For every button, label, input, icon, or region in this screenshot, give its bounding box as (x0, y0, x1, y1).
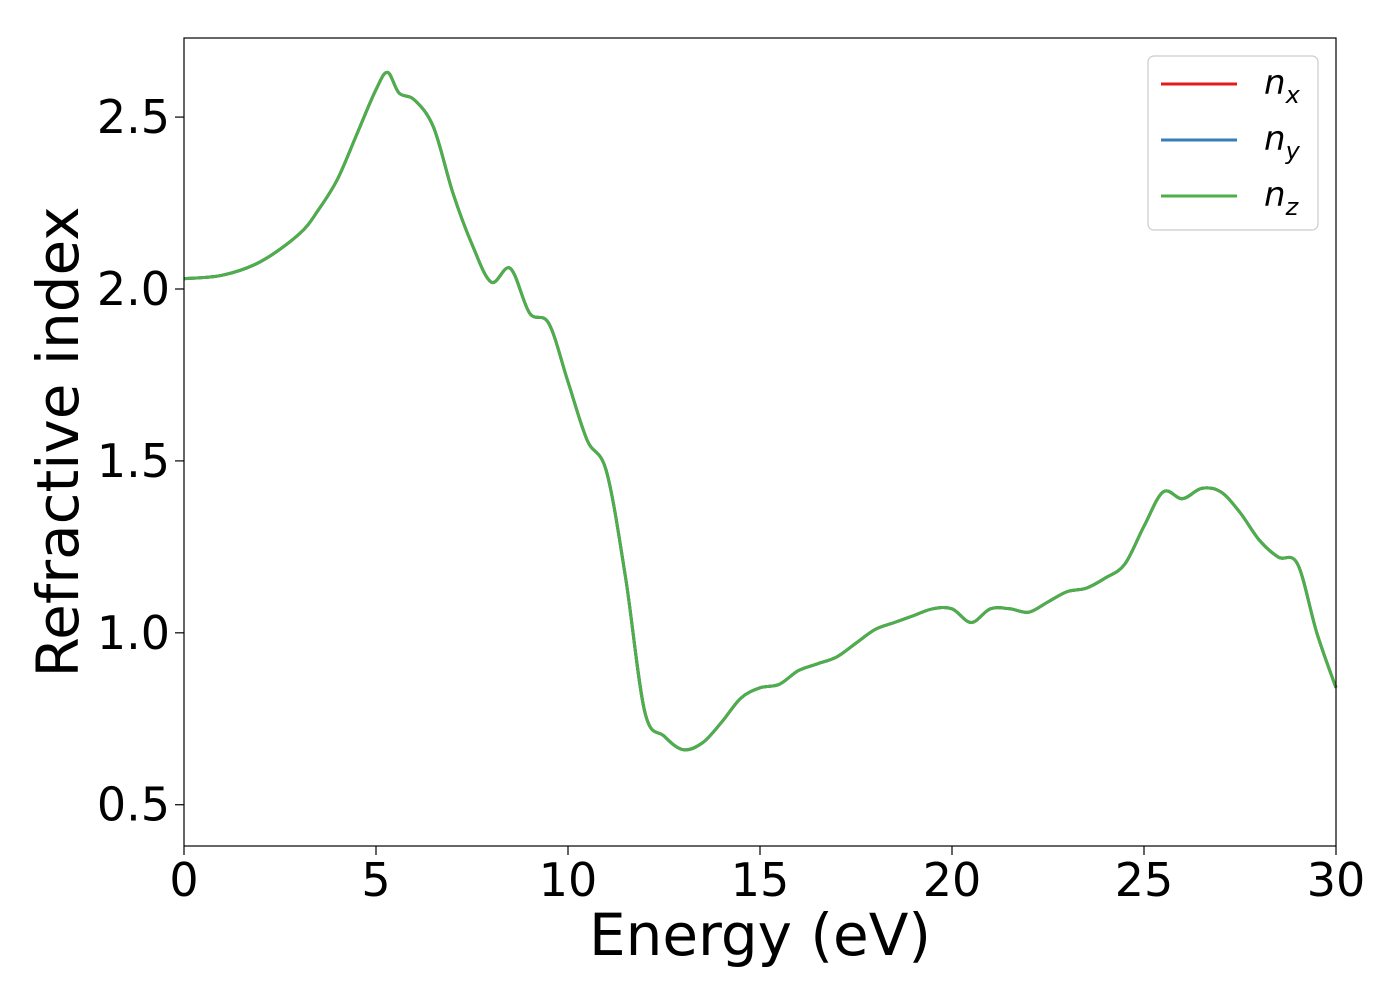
x-tick-label: 20 (923, 853, 982, 907)
series-layer (183, 70, 1338, 752)
x-tick-label: 0 (169, 853, 198, 907)
legend-label-ny: ny (1264, 119, 1301, 165)
y-tick-label: 2.5 (97, 90, 170, 144)
x-axis-title: Energy (eV) (589, 901, 931, 969)
y-axis: 0.5 1.0 1.5 2.0 2.5 (97, 90, 184, 832)
x-tick-label: 10 (539, 853, 598, 907)
x-tick-label: 15 (731, 853, 790, 907)
y-tick-label: 1.0 (97, 606, 170, 660)
x-tick-label: 5 (361, 853, 390, 907)
legend-box (1147, 55, 1319, 231)
x-tick-label: 30 (1307, 853, 1366, 907)
series-line-nz (183, 70, 1338, 752)
y-tick-label: 2.0 (97, 262, 170, 316)
y-tick-label: 1.5 (97, 434, 170, 488)
legend-label-nx: nx (1264, 63, 1301, 109)
y-axis-title: Refractive index (24, 206, 92, 677)
x-tick-label: 25 (1115, 853, 1174, 907)
x-axis: 0 5 10 15 20 25 30 (169, 846, 1365, 907)
y-tick-label: 0.5 (97, 778, 170, 832)
